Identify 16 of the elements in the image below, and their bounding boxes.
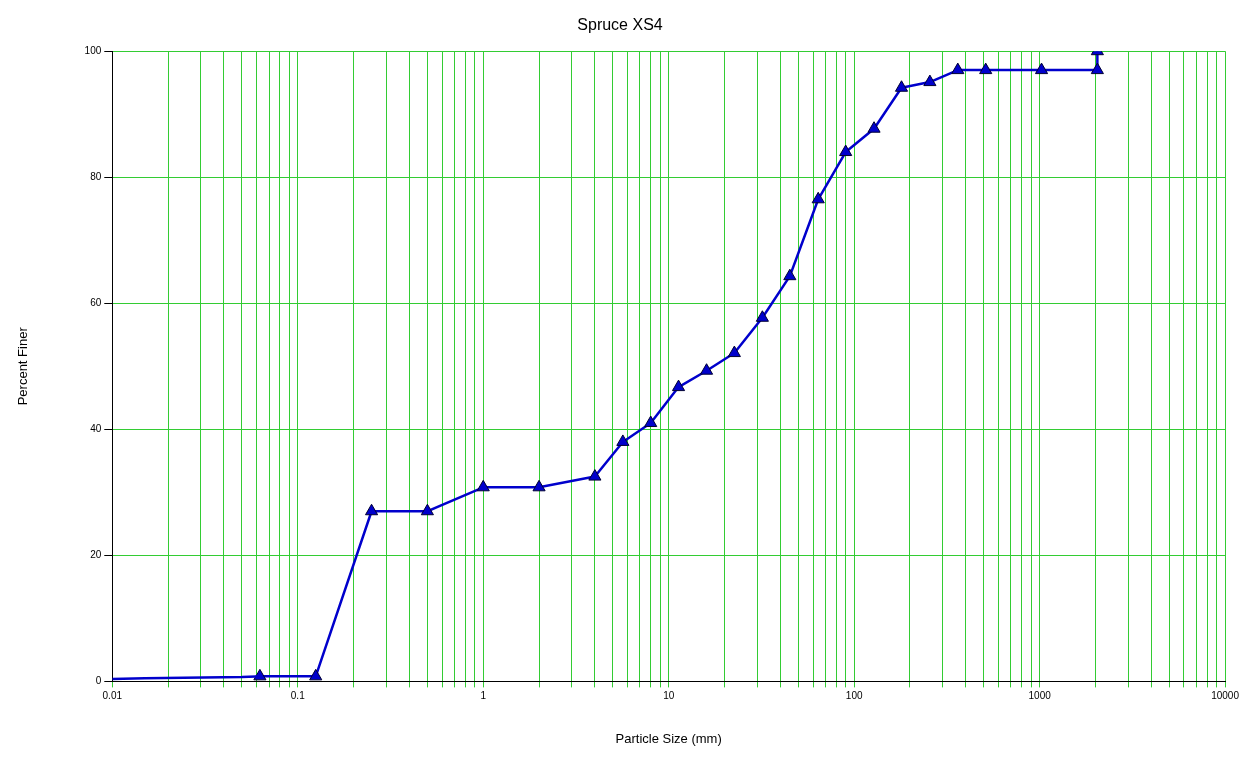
y-tick-label: 0	[95, 675, 102, 687]
x-tick-label: 0.01	[102, 690, 123, 702]
y-tick-label: 20	[90, 549, 102, 561]
x-tick-label: 10000	[1211, 690, 1240, 702]
x-tick-label: 10	[663, 690, 675, 702]
y-tick-label: 100	[84, 44, 102, 56]
chart-title: Spruce XS4	[577, 16, 663, 34]
y-tick-label: 60	[90, 297, 102, 309]
y-tick-label: 80	[90, 170, 102, 182]
y-axis-title: Percent Finer	[15, 326, 31, 406]
x-tick-label: 1000	[1028, 690, 1052, 702]
x-tick-label: 100	[845, 690, 863, 702]
x-axis-title: Particle Size (mm)	[615, 730, 722, 746]
x-tick-label: 0.1	[290, 690, 306, 702]
y-tick-label: 40	[90, 423, 102, 435]
x-tick-label: 1	[480, 690, 487, 702]
